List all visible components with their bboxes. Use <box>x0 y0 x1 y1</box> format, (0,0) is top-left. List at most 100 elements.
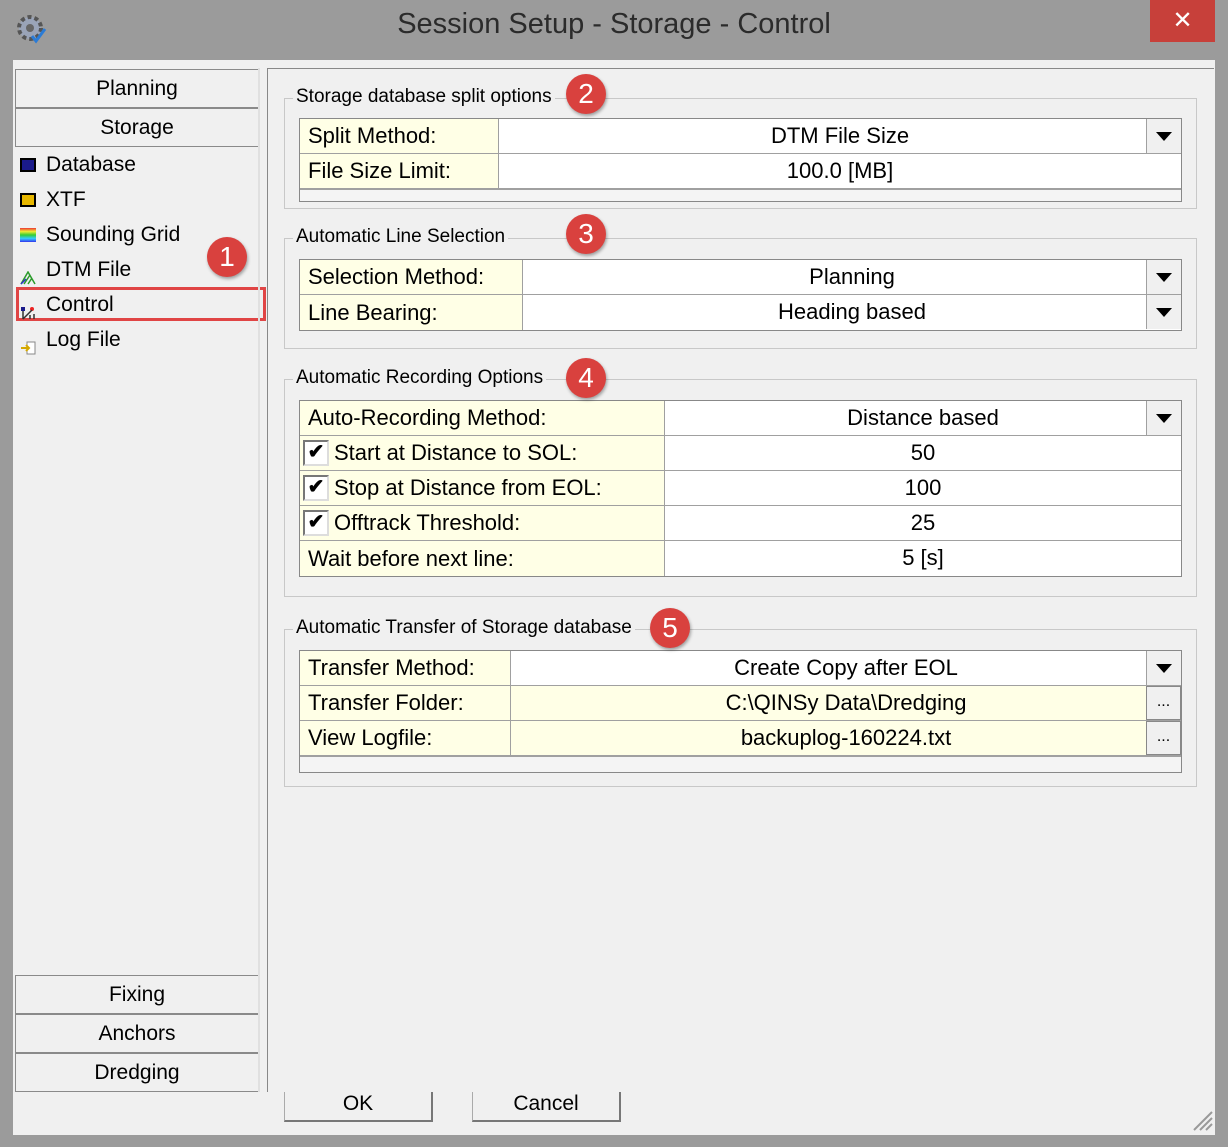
row-label: Transfer Method: <box>300 651 511 685</box>
sidebar-item-xtf[interactable]: XTF <box>20 184 86 216</box>
row-value: backuplog-160224.txt <box>740 725 952 750</box>
sidebar-button-fixing[interactable]: Fixing <box>15 975 259 1014</box>
sidebar-button-anchors[interactable]: Anchors <box>15 1014 259 1053</box>
table-row: Wait before next line: 5 [s] <box>300 541 1181 576</box>
row-label-cell: ✔ Offtrack Threshold: <box>300 506 665 540</box>
table-row: Split Method: DTM File Size <box>300 119 1181 154</box>
row-value: Create Copy after EOL <box>734 655 958 680</box>
resize-grip-icon[interactable] <box>1190 1108 1214 1132</box>
sidebar-button-planning[interactable]: Planning <box>15 69 259 108</box>
start-distance-checkbox[interactable]: ✔ <box>303 440 329 466</box>
row-value: C:\QINSy Data\Dredging <box>725 690 967 715</box>
wait-before-next-line-input[interactable]: 5 [s] <box>902 545 944 570</box>
table-row: ✔ Stop at Distance from EOL: 100 <box>300 471 1181 506</box>
sidebar-item-sounding-grid[interactable]: Sounding Grid <box>20 219 180 251</box>
annotation-badge-1: 1 <box>207 237 247 277</box>
sidebar-item-label: XTF <box>46 188 86 211</box>
group-title: Automatic Recording Options <box>293 367 547 389</box>
sidebar-item-log-file[interactable]: Log File <box>20 324 121 356</box>
file-size-limit-input[interactable]: 100.0 [MB] <box>786 158 894 183</box>
sidebar-item-label: Database <box>46 153 136 176</box>
sidebar-divider <box>258 68 260 1092</box>
table-row: Transfer Folder: C:\QINSy Data\Dredging..… <box>300 686 1181 721</box>
stop-distance-input[interactable]: 100 <box>904 475 942 500</box>
close-button[interactable]: ✕ <box>1150 0 1215 42</box>
table-row: Auto-Recording Method: Distance based <box>300 401 1181 436</box>
annotation-badge-5: 5 <box>650 608 690 648</box>
annotation-badge-4: 4 <box>566 358 606 398</box>
row-label: Start at Distance to SOL: <box>334 440 578 465</box>
offtrack-threshold-input[interactable]: 25 <box>910 510 936 535</box>
property-grid: Transfer Method: Create Copy after EOL Tr… <box>299 650 1182 773</box>
group-title: Automatic Transfer of Storage database <box>293 617 635 639</box>
chevron-down-icon[interactable] <box>1146 260 1181 294</box>
log-file-icon <box>20 333 36 355</box>
annotation-badge-2: 2 <box>566 74 606 114</box>
control-icon <box>20 298 36 320</box>
property-grid: Auto-Recording Method: Distance based ✔ St… <box>299 400 1182 577</box>
row-label: View Logfile: <box>300 721 511 755</box>
group-title: Automatic Line Selection <box>293 226 509 248</box>
row-label-cell: ✔ Start at Distance to SOL: <box>300 436 665 470</box>
sidebar-item-database[interactable]: Database <box>20 149 136 181</box>
sidebar-item-label: Sounding Grid <box>46 223 181 246</box>
row-value: Distance based <box>847 405 999 430</box>
table-row: Transfer Method: Create Copy after EOL <box>300 651 1181 686</box>
table-row: Line Bearing: Heading based <box>300 295 1181 330</box>
floppy-disk-blue-icon <box>20 158 36 172</box>
row-label: Split Method: <box>300 119 499 153</box>
sidebar-item-label: Log File <box>46 328 121 351</box>
window-title: Session Setup - Storage - Control <box>397 8 831 40</box>
row-value: DTM File Size <box>770 123 910 148</box>
start-distance-input[interactable]: 50 <box>910 440 936 465</box>
group-line-selection: Automatic Line Selection Selection Metho… <box>284 226 1197 349</box>
row-label-cell: ✔ Stop at Distance from EOL: <box>300 471 665 505</box>
row-label: Selection Method: <box>300 260 523 294</box>
chevron-down-icon[interactable] <box>1146 651 1181 685</box>
property-grid: Split Method: DTM File Size File Size Lim… <box>299 118 1182 202</box>
auto-recording-method-select[interactable]: Distance based <box>665 401 1181 435</box>
browse-logfile-button[interactable]: ... <box>1146 721 1181 755</box>
transfer-folder-field[interactable]: C:\QINSy Data\Dredging... <box>511 686 1181 720</box>
transfer-method-select[interactable]: Create Copy after EOL <box>511 651 1181 685</box>
selected-item-highlight <box>16 287 266 321</box>
offtrack-threshold-checkbox[interactable]: ✔ <box>303 510 329 536</box>
chevron-down-icon[interactable] <box>1146 401 1181 435</box>
group-title: Storage database split options <box>293 86 555 108</box>
chevron-down-icon[interactable] <box>1146 119 1181 153</box>
group-recording-options: Automatic Recording Options Auto-Recordi… <box>284 367 1197 597</box>
property-grid: Selection Method: Planning Line Bearing: H… <box>299 259 1182 331</box>
sidebar-button-dredging[interactable]: Dredging <box>15 1053 259 1092</box>
selection-method-select[interactable]: Planning <box>523 260 1181 294</box>
view-logfile-field[interactable]: backuplog-160224.txt... <box>511 721 1181 755</box>
table-row: ✔ Start at Distance to SOL: 50 <box>300 436 1181 471</box>
annotation-badge-3: 3 <box>566 214 606 254</box>
table-row: View Logfile: backuplog-160224.txt... <box>300 721 1181 756</box>
line-bearing-select[interactable]: Heading based <box>523 295 1181 330</box>
row-value: Planning <box>809 264 895 289</box>
table-row: ✔ Offtrack Threshold: 25 <box>300 506 1181 541</box>
sidebar-item-dtm-file[interactable]: DTM File <box>20 254 131 286</box>
color-grid-icon <box>20 228 36 242</box>
sidebar-item-label: Control <box>46 293 114 316</box>
browse-folder-button[interactable]: ... <box>1146 686 1181 720</box>
row-label: Auto-Recording Method: <box>300 401 665 435</box>
row-label: Offtrack Threshold: <box>334 510 521 535</box>
row-label: Wait before next line: <box>300 541 665 576</box>
dtm-mesh-icon <box>20 263 36 285</box>
app-gear-icon <box>14 12 48 46</box>
grid-filler <box>300 189 1181 201</box>
split-method-select[interactable]: DTM File Size <box>499 119 1181 153</box>
grid-filler <box>300 756 1181 772</box>
stop-distance-checkbox[interactable]: ✔ <box>303 475 329 501</box>
floppy-disk-yellow-icon <box>20 193 36 207</box>
group-split-options: Storage database split options Split Met… <box>284 86 1197 209</box>
row-label: Transfer Folder: <box>300 686 511 720</box>
group-transfer: Automatic Transfer of Storage database T… <box>284 617 1197 787</box>
row-label: Stop at Distance from EOL: <box>334 475 602 500</box>
sidebar-button-storage[interactable]: Storage <box>15 108 259 147</box>
row-label: File Size Limit: <box>300 154 499 188</box>
chevron-down-icon[interactable] <box>1146 295 1181 329</box>
sidebar-item-control[interactable]: Control <box>20 289 114 321</box>
sidebar-item-label: DTM File <box>46 258 132 281</box>
